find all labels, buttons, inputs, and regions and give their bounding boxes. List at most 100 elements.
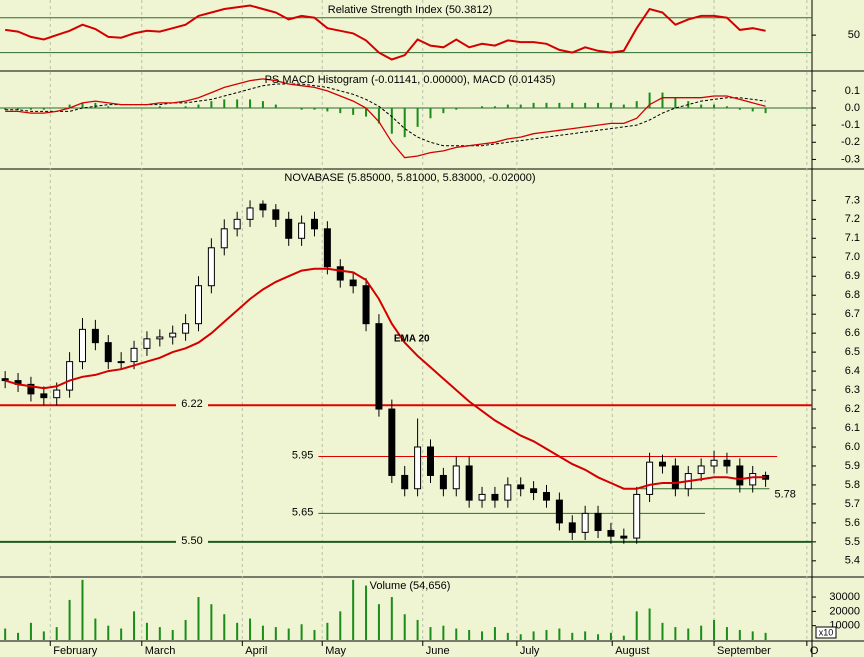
candle-body <box>375 323 383 410</box>
histogram-bar <box>287 108 290 109</box>
y-tick-label: 5.7 <box>845 498 860 510</box>
level-label: 5.95 <box>292 449 313 461</box>
histogram-bar <box>81 102 84 108</box>
candle-body <box>504 484 512 501</box>
volume-bar <box>274 627 277 640</box>
y-tick-label: 7.3 <box>845 194 860 206</box>
histogram-bar <box>506 104 509 108</box>
volume-bar <box>120 628 123 640</box>
y-tick-label: 5.9 <box>845 460 860 472</box>
histogram-bar <box>210 101 213 108</box>
y-tick-label: 6.6 <box>845 327 860 339</box>
y-tick-label: 20000 <box>829 605 860 617</box>
candle-body <box>362 285 370 325</box>
histogram-bar <box>94 102 97 108</box>
unit-label: x10 <box>819 627 834 637</box>
panel-title: Volume (54,656) <box>370 580 451 592</box>
volume-bar <box>481 631 484 640</box>
x-tick-label: July <box>520 645 540 657</box>
y-tick-label: 6.8 <box>845 289 860 301</box>
candle-body <box>336 266 344 281</box>
candle-body <box>40 393 48 399</box>
volume-bar <box>42 631 45 640</box>
volume-bar <box>4 628 7 640</box>
histogram-bar <box>635 101 638 108</box>
volume-bar <box>493 627 496 640</box>
volume-bar <box>390 597 393 640</box>
volume-bar <box>365 585 368 640</box>
histogram-bar <box>171 108 174 109</box>
volume-bar <box>532 631 535 640</box>
volume-bar <box>455 628 458 640</box>
histogram-bar <box>455 108 458 110</box>
candle-body <box>388 408 396 476</box>
candle-body <box>517 484 525 490</box>
volume-bar <box>661 622 664 640</box>
histogram-bar <box>751 108 754 112</box>
candle-body <box>594 512 602 531</box>
volume-bar <box>326 622 329 640</box>
histogram-bar <box>532 102 535 108</box>
candle-body <box>710 459 718 467</box>
candle-body <box>478 493 486 501</box>
candle-body <box>542 492 550 501</box>
candle-body <box>1 378 9 382</box>
histogram-bar <box>249 99 252 108</box>
histogram-bar <box>519 104 522 108</box>
candle-body <box>207 247 215 287</box>
histogram-bar <box>133 108 136 109</box>
volume-bar <box>29 622 32 640</box>
candle-body <box>401 474 409 490</box>
volume-bar <box>55 627 58 640</box>
volume-bar <box>17 632 20 640</box>
candle-body <box>620 535 628 539</box>
histogram-bar <box>55 108 58 109</box>
histogram-bar <box>158 106 161 108</box>
histogram-bar <box>558 102 561 108</box>
volume-bar <box>300 624 303 640</box>
y-tick-label: 6.9 <box>845 270 860 282</box>
volume-bar <box>313 629 316 640</box>
histogram-bar <box>764 108 767 114</box>
candle-body <box>581 512 589 533</box>
histogram-bar <box>442 108 445 114</box>
candle-body <box>91 328 99 344</box>
candle-body <box>104 342 112 363</box>
histogram-bar <box>609 102 612 108</box>
y-tick-label: 7.2 <box>845 213 860 225</box>
candle-body <box>66 361 74 391</box>
volume-bar <box>609 632 612 640</box>
x-tick-label: O <box>810 645 819 657</box>
y-tick-label: 5.8 <box>845 479 860 491</box>
histogram-bar <box>326 108 329 112</box>
candle-body <box>633 493 641 539</box>
candle-body <box>697 465 705 475</box>
candle-body <box>156 336 164 340</box>
candle-body <box>169 332 177 338</box>
candle-body <box>298 222 306 239</box>
y-tick-label: 7.1 <box>845 232 860 244</box>
volume-bar <box>94 618 97 640</box>
candle-body <box>530 488 538 494</box>
candle-body <box>259 203 267 211</box>
volume-bar <box>287 628 290 640</box>
y-tick-label: 0.1 <box>845 85 860 97</box>
volume-bar <box>416 619 419 640</box>
histogram-bar <box>390 108 393 134</box>
volume-bar <box>468 629 471 640</box>
candle-body <box>671 465 679 490</box>
rsi-line <box>5 4 766 61</box>
panel-title: PS MACD Histogram (-0.01141, 0.00000), M… <box>265 74 556 86</box>
x-tick-label: May <box>325 645 346 657</box>
histogram-bar <box>261 101 264 108</box>
histogram-bar <box>481 106 484 108</box>
volume-bar <box>442 625 445 640</box>
volume-bar <box>249 618 252 640</box>
volume-bar <box>133 611 136 640</box>
candle-body <box>658 461 666 467</box>
level-label: 5.78 <box>774 489 795 501</box>
candle-body <box>568 522 576 533</box>
histogram-bar <box>300 108 303 110</box>
histogram-bar <box>197 104 200 108</box>
